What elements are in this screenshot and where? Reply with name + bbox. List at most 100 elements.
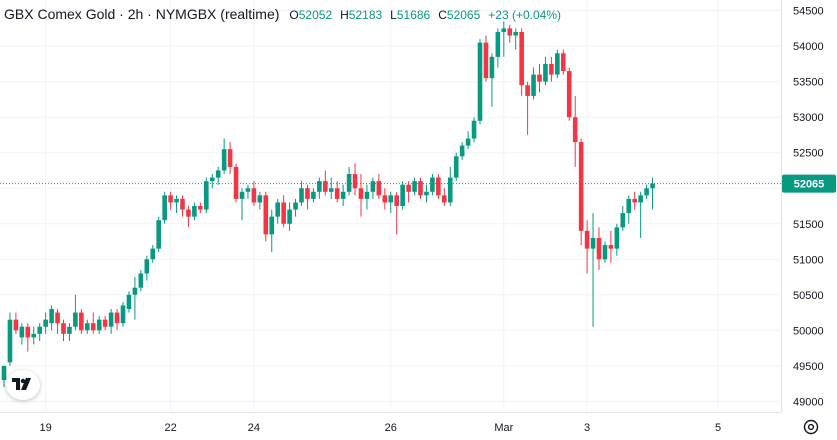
candle-body [90,323,96,331]
candle-body [644,188,649,196]
candle-body [584,230,590,249]
candle-body [620,213,626,228]
chart-legend: GBX Comex Gold · 2h · NYMGBX (realtime) … [4,6,561,22]
open-key: O [289,8,299,22]
candle-body [257,195,263,203]
candle-body [406,184,411,192]
candle-body [114,312,120,324]
high-key: H [340,8,349,22]
open-value: 52052 [298,8,333,22]
tradingview-logo-icon[interactable] [6,370,40,400]
x-tick-label: 19 [40,422,52,434]
candle-body [358,188,364,199]
candle-body [561,53,566,72]
candle-body [61,323,66,334]
candle-body [590,237,596,249]
candle-body [209,177,215,182]
y-tick-label: 50000 [793,325,824,337]
low-key: L [390,8,397,22]
last-price-label: 52065 [794,179,825,191]
y-tick-label: 49000 [793,396,824,408]
candle-body [227,149,233,167]
candle-body [412,181,417,192]
candle-body [305,188,310,199]
candle-body [447,177,453,203]
candle-body [537,74,542,82]
candle-body [566,71,572,118]
symbol-title[interactable]: GBX Comex Gold · 2h · NYMGBX (realtime) [4,6,280,22]
candle-body [108,312,114,327]
x-tick-label: 24 [248,422,260,434]
candle-body [7,319,13,363]
candle-body [442,195,447,203]
candle-body [352,174,358,189]
candle-body [156,220,161,249]
candle-body [186,209,191,217]
candle-body [221,149,227,171]
candle-body [626,198,632,214]
candle-body [96,319,102,331]
candle-body [138,273,144,288]
candle-body [638,195,643,203]
candle-body [31,333,37,338]
candle-body [334,188,340,199]
candle-body [37,326,42,334]
candle-body [102,319,108,327]
candle-body [543,63,548,82]
candle-body [287,209,292,224]
candle-body [55,312,60,324]
candle-body [340,191,346,199]
candle-body [311,191,316,199]
y-tick-label: 51000 [793,254,824,266]
candle-body [269,216,275,235]
change-value: +23 (+0.04%) [488,8,561,22]
candle-body [614,227,620,249]
candle-body [85,323,90,331]
candle-body [489,56,495,79]
y-tick-label: 53000 [793,112,824,124]
candle-body [43,319,48,327]
x-tick-label: Mar [494,422,513,434]
close-value: 52065 [446,8,481,22]
y-tick-label: 51500 [793,219,824,231]
y-tick-label: 52500 [793,148,824,160]
candle-body [483,42,489,79]
candle-body [150,248,156,260]
candle-body [67,326,72,334]
candle-body [555,53,560,75]
candle-body [126,294,132,309]
candle-body [501,28,507,32]
candle-body [477,42,483,121]
candle-body [531,74,536,96]
candle-body [632,198,637,203]
y-tick-label: 49500 [793,361,824,373]
candle-body [400,184,405,206]
candle-body [453,156,459,178]
candle-body [596,237,602,260]
candle-body [394,195,399,206]
candle-body [192,206,197,217]
candle-body [572,117,578,143]
gear-icon[interactable] [802,418,820,436]
candle-body [608,245,614,249]
x-tick-label: 3 [584,422,590,434]
candle-body [162,195,167,221]
candle-body [198,206,203,210]
candle-body [465,138,471,146]
candle-body [525,85,530,96]
candle-body [233,166,239,199]
candle-body [418,181,423,196]
candle-body [424,191,429,196]
candle-body [120,305,126,324]
candle-body [370,181,376,192]
candle-body [1,365,7,381]
candle-body [79,312,84,331]
candle-body [578,142,584,231]
candle-body [364,191,370,199]
candle-body [239,191,245,199]
candle-body [382,195,388,203]
candle-body [513,31,518,36]
x-tick-label: 5 [715,422,721,434]
candle-body [317,181,322,192]
